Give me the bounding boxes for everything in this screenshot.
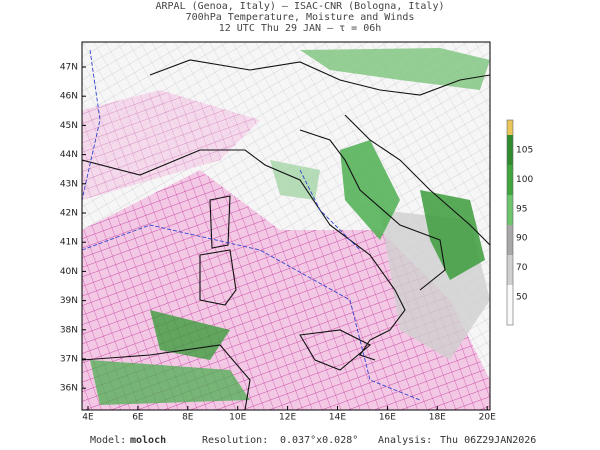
lon-label: 16E bbox=[379, 413, 396, 423]
lon-label: 8E bbox=[182, 413, 194, 423]
lon-label: 12E bbox=[279, 413, 296, 423]
footer-label: Resolution: bbox=[202, 435, 268, 446]
lon-label: 10E bbox=[229, 413, 246, 423]
colorbar-label: 100 bbox=[516, 175, 533, 185]
lon-label: 14E bbox=[329, 413, 346, 423]
lon-label: 20E bbox=[479, 413, 496, 423]
lon-label: 18E bbox=[429, 413, 446, 423]
footer-label: Model: bbox=[90, 435, 126, 446]
moisture-field bbox=[420, 190, 485, 280]
wind-barbs-strong bbox=[82, 90, 260, 200]
footer-value: moloch bbox=[130, 435, 166, 446]
lat-label: 47N bbox=[60, 63, 78, 73]
colorbar-label: 90 bbox=[516, 234, 528, 244]
lat-axis: 47N 46N 45N 44N 43N 42N 41N 40N 39N 38N 37N 36N bbox=[60, 63, 86, 394]
colorbar-label: 105 bbox=[516, 146, 533, 156]
colorbar-swatch bbox=[507, 195, 513, 225]
contour bbox=[299, 169, 361, 251]
header-line: ARPAL (Genoa, Italy) — ISAC-CNR (Bologna… bbox=[156, 1, 445, 12]
lat-label: 45N bbox=[60, 121, 78, 131]
coastline bbox=[344, 114, 490, 246]
lat-label: 41N bbox=[60, 238, 78, 248]
colorbar-swatch bbox=[507, 225, 513, 255]
coastline bbox=[82, 344, 251, 410]
colorbar bbox=[506, 119, 514, 326]
colorbar-swatch bbox=[507, 120, 513, 135]
colorbar-label: 70 bbox=[516, 263, 528, 273]
colorbar-frame bbox=[506, 119, 514, 326]
footer-value: 0.037°x0.028° bbox=[280, 435, 358, 446]
moisture-field bbox=[340, 140, 400, 240]
coastline bbox=[299, 329, 371, 371]
lat-label: 38N bbox=[60, 325, 78, 335]
header-line: 12 UTC Thu 29 JAN — τ = 06h bbox=[219, 23, 382, 34]
colorbar-swatch bbox=[507, 285, 513, 325]
lat-label: 39N bbox=[60, 296, 78, 306]
coastline bbox=[199, 249, 237, 306]
header-line: 700hPa Temperature, Moisture and Winds bbox=[186, 12, 415, 23]
border bbox=[149, 59, 490, 96]
colorbar-swatch bbox=[507, 255, 513, 285]
lat-label: 40N bbox=[60, 267, 78, 277]
coastline bbox=[299, 129, 446, 291]
moisture-field bbox=[90, 360, 250, 405]
contour bbox=[82, 224, 421, 401]
moisture-field bbox=[150, 310, 230, 360]
lat-label: 43N bbox=[60, 179, 78, 189]
lon-label: 4E bbox=[82, 413, 94, 423]
footer-value: Thu 06Z29JAN2026 bbox=[440, 435, 536, 446]
moisture-field bbox=[270, 160, 320, 200]
map-frame bbox=[81, 41, 491, 411]
lat-label: 36N bbox=[60, 384, 78, 394]
map-field bbox=[82, 42, 490, 410]
colorbar-swatch bbox=[507, 165, 513, 195]
lat-label: 42N bbox=[60, 209, 78, 219]
coastline bbox=[209, 195, 231, 249]
lon-axis: 4E 6E 8E 10E 12E 14E 16E 18E 20E bbox=[82, 406, 496, 423]
colorbar-label: 50 bbox=[516, 293, 528, 303]
footer-label: Analysis: bbox=[378, 435, 432, 446]
lon-label: 6E bbox=[132, 413, 144, 423]
colorbar-swatch bbox=[507, 135, 513, 165]
lat-label: 37N bbox=[60, 355, 78, 365]
colorbar-labels: 105 100 95 90 70 50 bbox=[516, 146, 533, 303]
colorbar-label: 95 bbox=[516, 204, 527, 214]
lat-label: 44N bbox=[60, 150, 78, 160]
lat-label: 46N bbox=[60, 92, 78, 102]
moisture-field bbox=[300, 48, 490, 90]
